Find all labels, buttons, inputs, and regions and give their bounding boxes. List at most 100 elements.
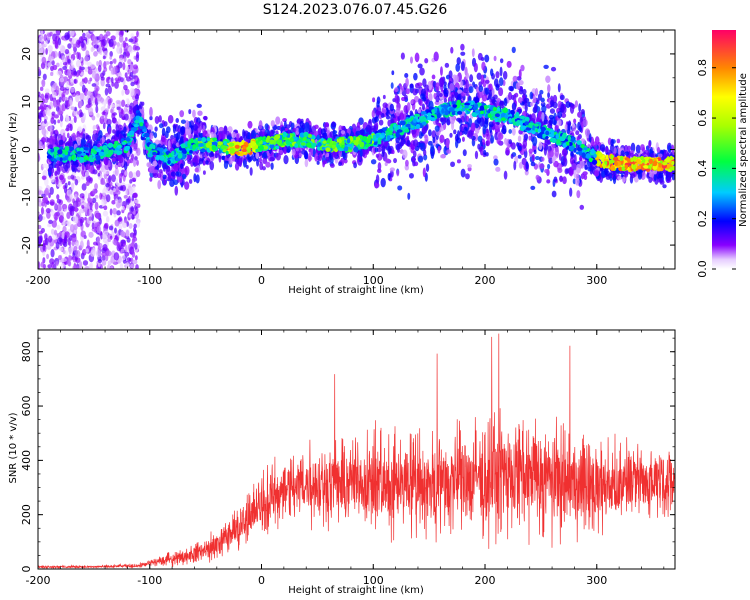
heatmap-cell [61, 258, 67, 263]
heatmap-cell [103, 99, 107, 108]
figure-title: S124.2023.076.07.45.G26 [263, 2, 448, 18]
heatmap-cell [575, 130, 580, 136]
heatmap-cell [523, 97, 530, 103]
heatmap-cell [465, 173, 470, 180]
heatmap-cell [136, 147, 141, 156]
heatmap-cell [539, 89, 544, 95]
heatmap-cell [385, 115, 391, 120]
heatmap-cell [149, 106, 153, 117]
heatmap-cell [96, 249, 101, 258]
heatmap-cell [577, 111, 583, 118]
heatmap-cell [111, 117, 117, 124]
heatmap-cell [227, 126, 233, 133]
heatmap-cell [70, 106, 75, 111]
heatmap-cell [167, 139, 171, 150]
heatmap-cell [332, 129, 336, 139]
heatmap-cell [444, 62, 450, 68]
heatmap-cell [89, 30, 96, 33]
heatmap-cell [493, 94, 498, 100]
heatmap-cell [415, 82, 420, 89]
heatmap-cell [112, 129, 116, 134]
heatmap-cell [38, 112, 43, 118]
heatmap-cell [38, 224, 42, 230]
heatmap-cell [104, 87, 109, 96]
heatmap-cell [203, 116, 208, 121]
heatmap-cell [91, 115, 96, 121]
heatmap-cell [378, 119, 384, 126]
heatmap-cell [405, 88, 410, 95]
heatmap-cell [419, 67, 425, 76]
heatmap-cell [574, 100, 579, 108]
heatmap-cell [538, 141, 543, 150]
heatmap-cell [96, 112, 100, 118]
heatmap-cell [97, 242, 103, 249]
heatmap-cell [508, 129, 513, 134]
heatmap-cell [57, 37, 62, 46]
heatmap-cell [118, 34, 124, 43]
heatmap-cell [122, 62, 126, 71]
heatmap-cell [60, 262, 65, 269]
heatmap-cell [550, 66, 557, 72]
heatmap-cell [38, 43, 41, 49]
heatmap-cell [63, 241, 68, 247]
heatmap-cell [99, 192, 103, 200]
heatmap-cell [93, 39, 99, 45]
heatmap-cell [443, 84, 447, 90]
heatmap-cell [557, 83, 561, 93]
heatmap-cell [539, 163, 545, 169]
heatmap-cell [43, 104, 47, 111]
heatmap-cell [99, 217, 102, 225]
heatmap-cell [59, 86, 65, 92]
heatmap-cell [184, 181, 190, 190]
heatmap-cell [116, 182, 122, 187]
heatmap-cell [417, 155, 424, 163]
heatmap-cell [64, 142, 70, 147]
heatmap-cell [164, 138, 169, 146]
heatmap-cell [545, 75, 551, 83]
heatmap-cell [158, 123, 164, 129]
heatmap-cell [474, 150, 479, 160]
heatmap-cell [116, 210, 121, 216]
heatmap-cell [57, 110, 63, 116]
heatmap-cell [101, 255, 106, 262]
heatmap-cell [114, 219, 120, 227]
heatmap-cell [403, 94, 408, 100]
heatmap-cell [387, 173, 391, 181]
heatmap-cell [465, 72, 469, 80]
heatmap-cell [69, 64, 74, 70]
heatmap-cell [40, 206, 44, 215]
heatmap-cell [564, 168, 569, 175]
heatmap-cell [94, 201, 99, 211]
heatmap-cell [132, 259, 138, 265]
heatmap-cell [77, 198, 81, 203]
heatmap-cell [331, 121, 337, 128]
heatmap-cell [176, 171, 182, 177]
heatmap-cell [559, 175, 563, 182]
heatmap-cell [522, 139, 528, 149]
heatmap-cell [404, 72, 409, 78]
heatmap-cell [47, 264, 53, 269]
heatmap-cell [662, 184, 667, 189]
heatmap-cell [485, 139, 491, 147]
heatmap-cell [621, 176, 626, 183]
heatmap-cell [438, 93, 443, 98]
heatmap-cell [81, 183, 87, 191]
heatmap-cell [113, 187, 116, 193]
heatmap-cell [130, 81, 135, 87]
heatmap-cell [571, 122, 576, 128]
heatmap-cell [163, 178, 167, 185]
heatmap-cell [129, 87, 135, 97]
heatmap-cell [125, 262, 130, 269]
heatmap-cell [126, 51, 130, 58]
heatmap-cell [87, 91, 92, 96]
heatmap-cell [409, 83, 414, 89]
heatmap-cell [114, 163, 119, 170]
heatmap-cell [292, 127, 297, 133]
heatmap-cell [433, 51, 439, 62]
heatmap-cell [55, 105, 60, 112]
heatmap-cell [116, 241, 120, 247]
heatmap-cell [563, 152, 567, 163]
heatmap-cell [380, 177, 386, 188]
heatmap-cell [84, 190, 88, 200]
heatmap-cell [499, 58, 504, 64]
